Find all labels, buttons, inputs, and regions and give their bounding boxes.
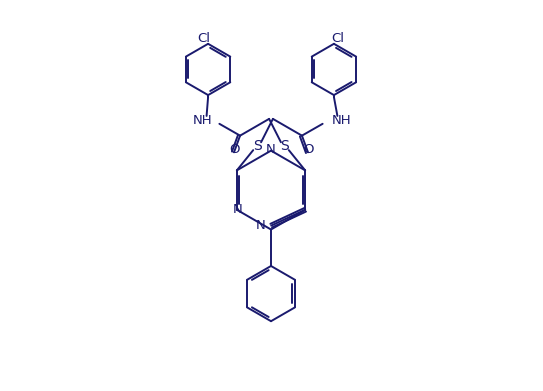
Text: NH: NH xyxy=(331,114,351,127)
Text: Cl: Cl xyxy=(331,32,344,45)
Text: Cl: Cl xyxy=(198,32,211,45)
Text: N: N xyxy=(266,143,276,156)
Text: O: O xyxy=(303,143,313,156)
Text: O: O xyxy=(229,143,239,156)
Text: N: N xyxy=(256,219,266,232)
Text: NH: NH xyxy=(193,114,212,127)
Text: N: N xyxy=(233,203,243,216)
Text: S: S xyxy=(281,139,289,153)
Text: S: S xyxy=(252,139,262,153)
